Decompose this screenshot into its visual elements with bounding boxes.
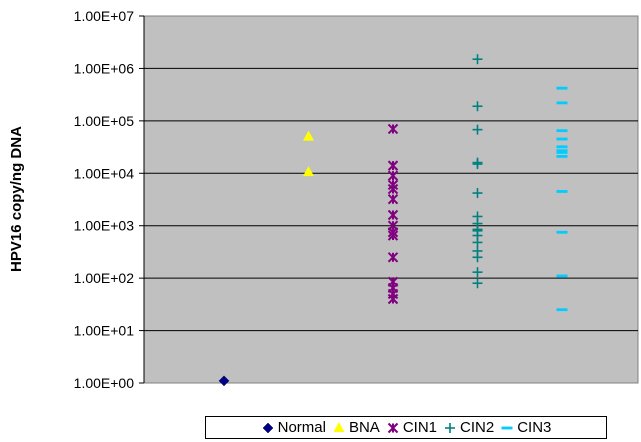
data-point — [387, 194, 399, 205]
y-tick-label: 1.00E+03 — [74, 218, 135, 234]
data-point — [387, 293, 399, 305]
gridlines — [144, 67, 638, 332]
plus-marker-icon — [445, 422, 455, 433]
y-axis-label: HPV16 copy/ng DNA — [8, 126, 25, 272]
data-point — [472, 278, 483, 289]
y-tick-label: 1.00E+04 — [74, 165, 135, 181]
y-tick-label: 1.00E+05 — [74, 113, 135, 129]
star-marker-icon — [387, 422, 399, 433]
data-points — [218, 54, 568, 387]
data-point — [472, 54, 483, 65]
data-point — [472, 159, 483, 170]
series-cin1 — [387, 123, 399, 305]
diamond-marker-icon — [262, 422, 273, 433]
data-point — [387, 160, 399, 171]
legend-marker — [333, 421, 345, 432]
data-point — [472, 237, 483, 248]
legend-marker — [387, 422, 399, 433]
data-point — [387, 170, 399, 181]
data-point — [472, 188, 483, 199]
data-point — [472, 101, 483, 112]
triangle-marker-icon — [333, 421, 345, 432]
legend-item-bna: BNA — [332, 419, 380, 436]
y-tick-label: 1.00E+07 — [74, 8, 135, 24]
legend-label: CIN1 — [402, 419, 437, 436]
y-tick-label: 1.00E+00 — [74, 375, 135, 391]
legend: Normal BNA CIN1 CIN2 CIN3 — [205, 416, 607, 439]
y-tick-label: 1.00E+02 — [74, 270, 135, 286]
data-point — [472, 124, 483, 135]
y-tick-label: 1.00E+06 — [74, 60, 135, 76]
legend-label: CIN2 — [460, 419, 495, 436]
data-point — [387, 183, 399, 195]
data-point — [387, 252, 399, 263]
data-point — [387, 123, 399, 135]
legend-item-normal: Normal — [261, 419, 326, 436]
data-point — [472, 267, 483, 278]
legend-label: Normal — [277, 419, 326, 436]
legend-label: CIN3 — [517, 419, 552, 436]
data-point — [303, 130, 314, 141]
y-axis-ticks: 1.00E+00 1.00E+01 1.00E+02 1.00E+03 1.00E+04… — [74, 8, 144, 391]
series-cin3 — [556, 86, 568, 312]
legend-marker — [262, 422, 273, 433]
legend-item-cin3: CIN3 — [500, 419, 551, 436]
plot-area — [143, 15, 639, 384]
series-bna — [303, 130, 314, 177]
series-normal — [218, 375, 230, 387]
legend-item-cin1: CIN1 — [386, 419, 437, 436]
legend-marker — [445, 422, 455, 433]
data-point — [218, 375, 230, 387]
legend-label: BNA — [348, 419, 380, 436]
series-cin2 — [472, 54, 483, 289]
data-point — [472, 252, 483, 263]
dash-marker-icon — [501, 426, 513, 429]
data-point — [303, 166, 314, 177]
legend-item-cin2: CIN2 — [443, 419, 494, 436]
data-point — [387, 209, 399, 221]
y-tick-label: 1.00E+01 — [74, 323, 135, 339]
data-point — [387, 230, 399, 241]
